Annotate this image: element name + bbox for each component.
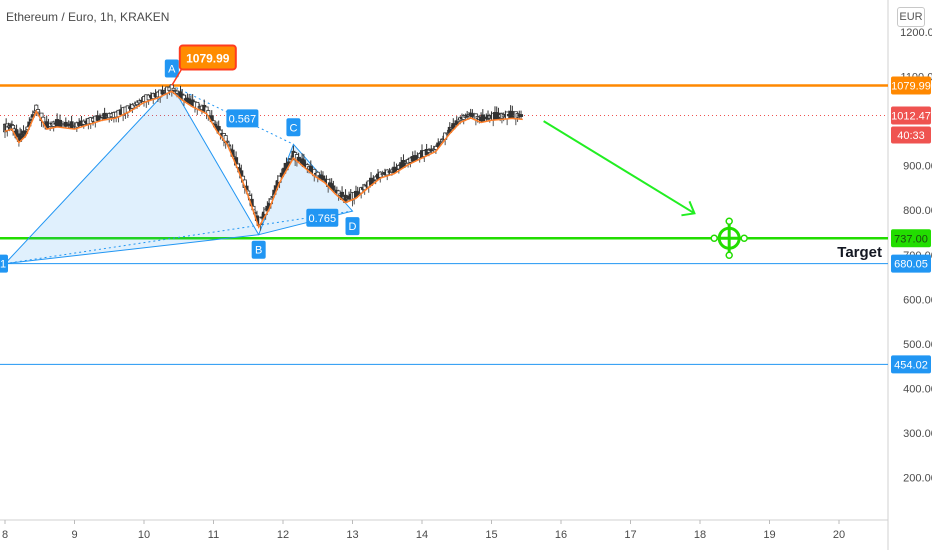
y-tick-label-9: 200.00 [903,473,932,485]
x-tick-label-8: 16 [555,529,567,541]
projection-arrow[interactable] [543,120,695,215]
pattern-point-c-text: C [289,122,297,134]
pattern-xd-line [4,210,353,265]
peak-callout-box[interactable] [178,44,237,71]
x-tick-label-5: 13 [346,529,358,541]
ratio-label-1-box [306,208,339,227]
candle-body [135,101,140,106]
y-tick-label-8: 300.00 [903,428,932,440]
peak-callout-text: 1079.99 [186,51,230,65]
price-level-tag-0-text: 1079.99 [891,80,931,92]
price-level-tag-1-box [891,229,931,248]
projection-arrow-head [681,200,696,217]
target-handle-0[interactable] [725,217,733,226]
candle-body [438,141,443,144]
x-tick-label-4: 12 [277,529,289,541]
candle-body [137,100,142,104]
last-price-tag-text: 1012.47 [891,111,931,123]
x-tick-label-10: 18 [694,529,706,541]
candle-body [171,87,176,91]
candle-body [130,104,135,109]
pattern-point-d-text: D [349,221,357,233]
price-level-tag-3-text: 454.02 [894,359,928,371]
target-handle-2[interactable] [710,234,718,243]
y-tick-label-3: 800.00 [903,205,932,217]
x-tick-label-3: 11 [208,529,219,541]
pattern-point-a-text: A [168,63,176,75]
x-tick-label-0: 8 [2,529,8,541]
candle-body [433,145,438,150]
candle-body [445,132,450,135]
x-tick-label-9: 17 [624,529,636,541]
candle-body [519,114,524,117]
y-tick-label-2: 900.00 [903,161,932,173]
pattern-point-x-box [0,254,8,273]
moving-average-line [4,90,523,229]
price-level-tag-0-box [891,76,931,95]
pattern-point-c-box [286,118,301,137]
pattern-triangle-bcd [257,143,354,236]
y-tick-label-6: 500.00 [903,339,932,351]
ratio-label-0-box [226,109,259,128]
x-tick-label-7: 15 [485,529,497,541]
target-handle-1[interactable] [725,251,733,260]
target-label: Target [837,244,882,261]
x-tick-label-2: 10 [138,529,150,541]
x-tick-label-12: 20 [833,529,845,541]
y-tick-label-7: 400.00 [903,383,932,395]
pattern-point-b-box [251,240,266,259]
x-tick-label-11: 19 [763,529,775,541]
pattern-point-x-text: 41 [0,259,6,271]
x-tick-label-1: 9 [71,529,77,541]
ratio-label-1-text: 0.765 [309,213,337,225]
chart-title: Ethereum / Euro, 1h, KRAKEN [6,10,170,24]
last-price-tag-box [891,106,931,125]
ratio-label-0-text: 0.567 [229,113,257,125]
candle-body [160,89,165,95]
y-tick-label-0: 1200.00 [900,27,932,39]
pattern-point-d-box [345,217,360,236]
pattern-point-a-box [164,59,179,78]
pattern-point-b-text: B [255,245,262,257]
target-handle-3[interactable] [740,234,748,243]
currency-button[interactable]: EUR [897,7,925,27]
candle-body [436,142,441,147]
countdown-tag-box [891,126,931,144]
x-tick-label-6: 14 [416,529,428,541]
y-tick-label-5: 600.00 [903,294,932,306]
countdown-tag-text: 40:33 [897,130,925,142]
candle-body [225,140,230,143]
pattern-triangle-xab [3,84,260,265]
price-level-tag-3-box [891,355,931,374]
price-level-tag-1-text: 737.00 [894,233,928,245]
price-level-tag-2-box [891,254,931,273]
candle-body [380,173,385,175]
price-level-tag-2-text: 680.05 [894,259,928,271]
